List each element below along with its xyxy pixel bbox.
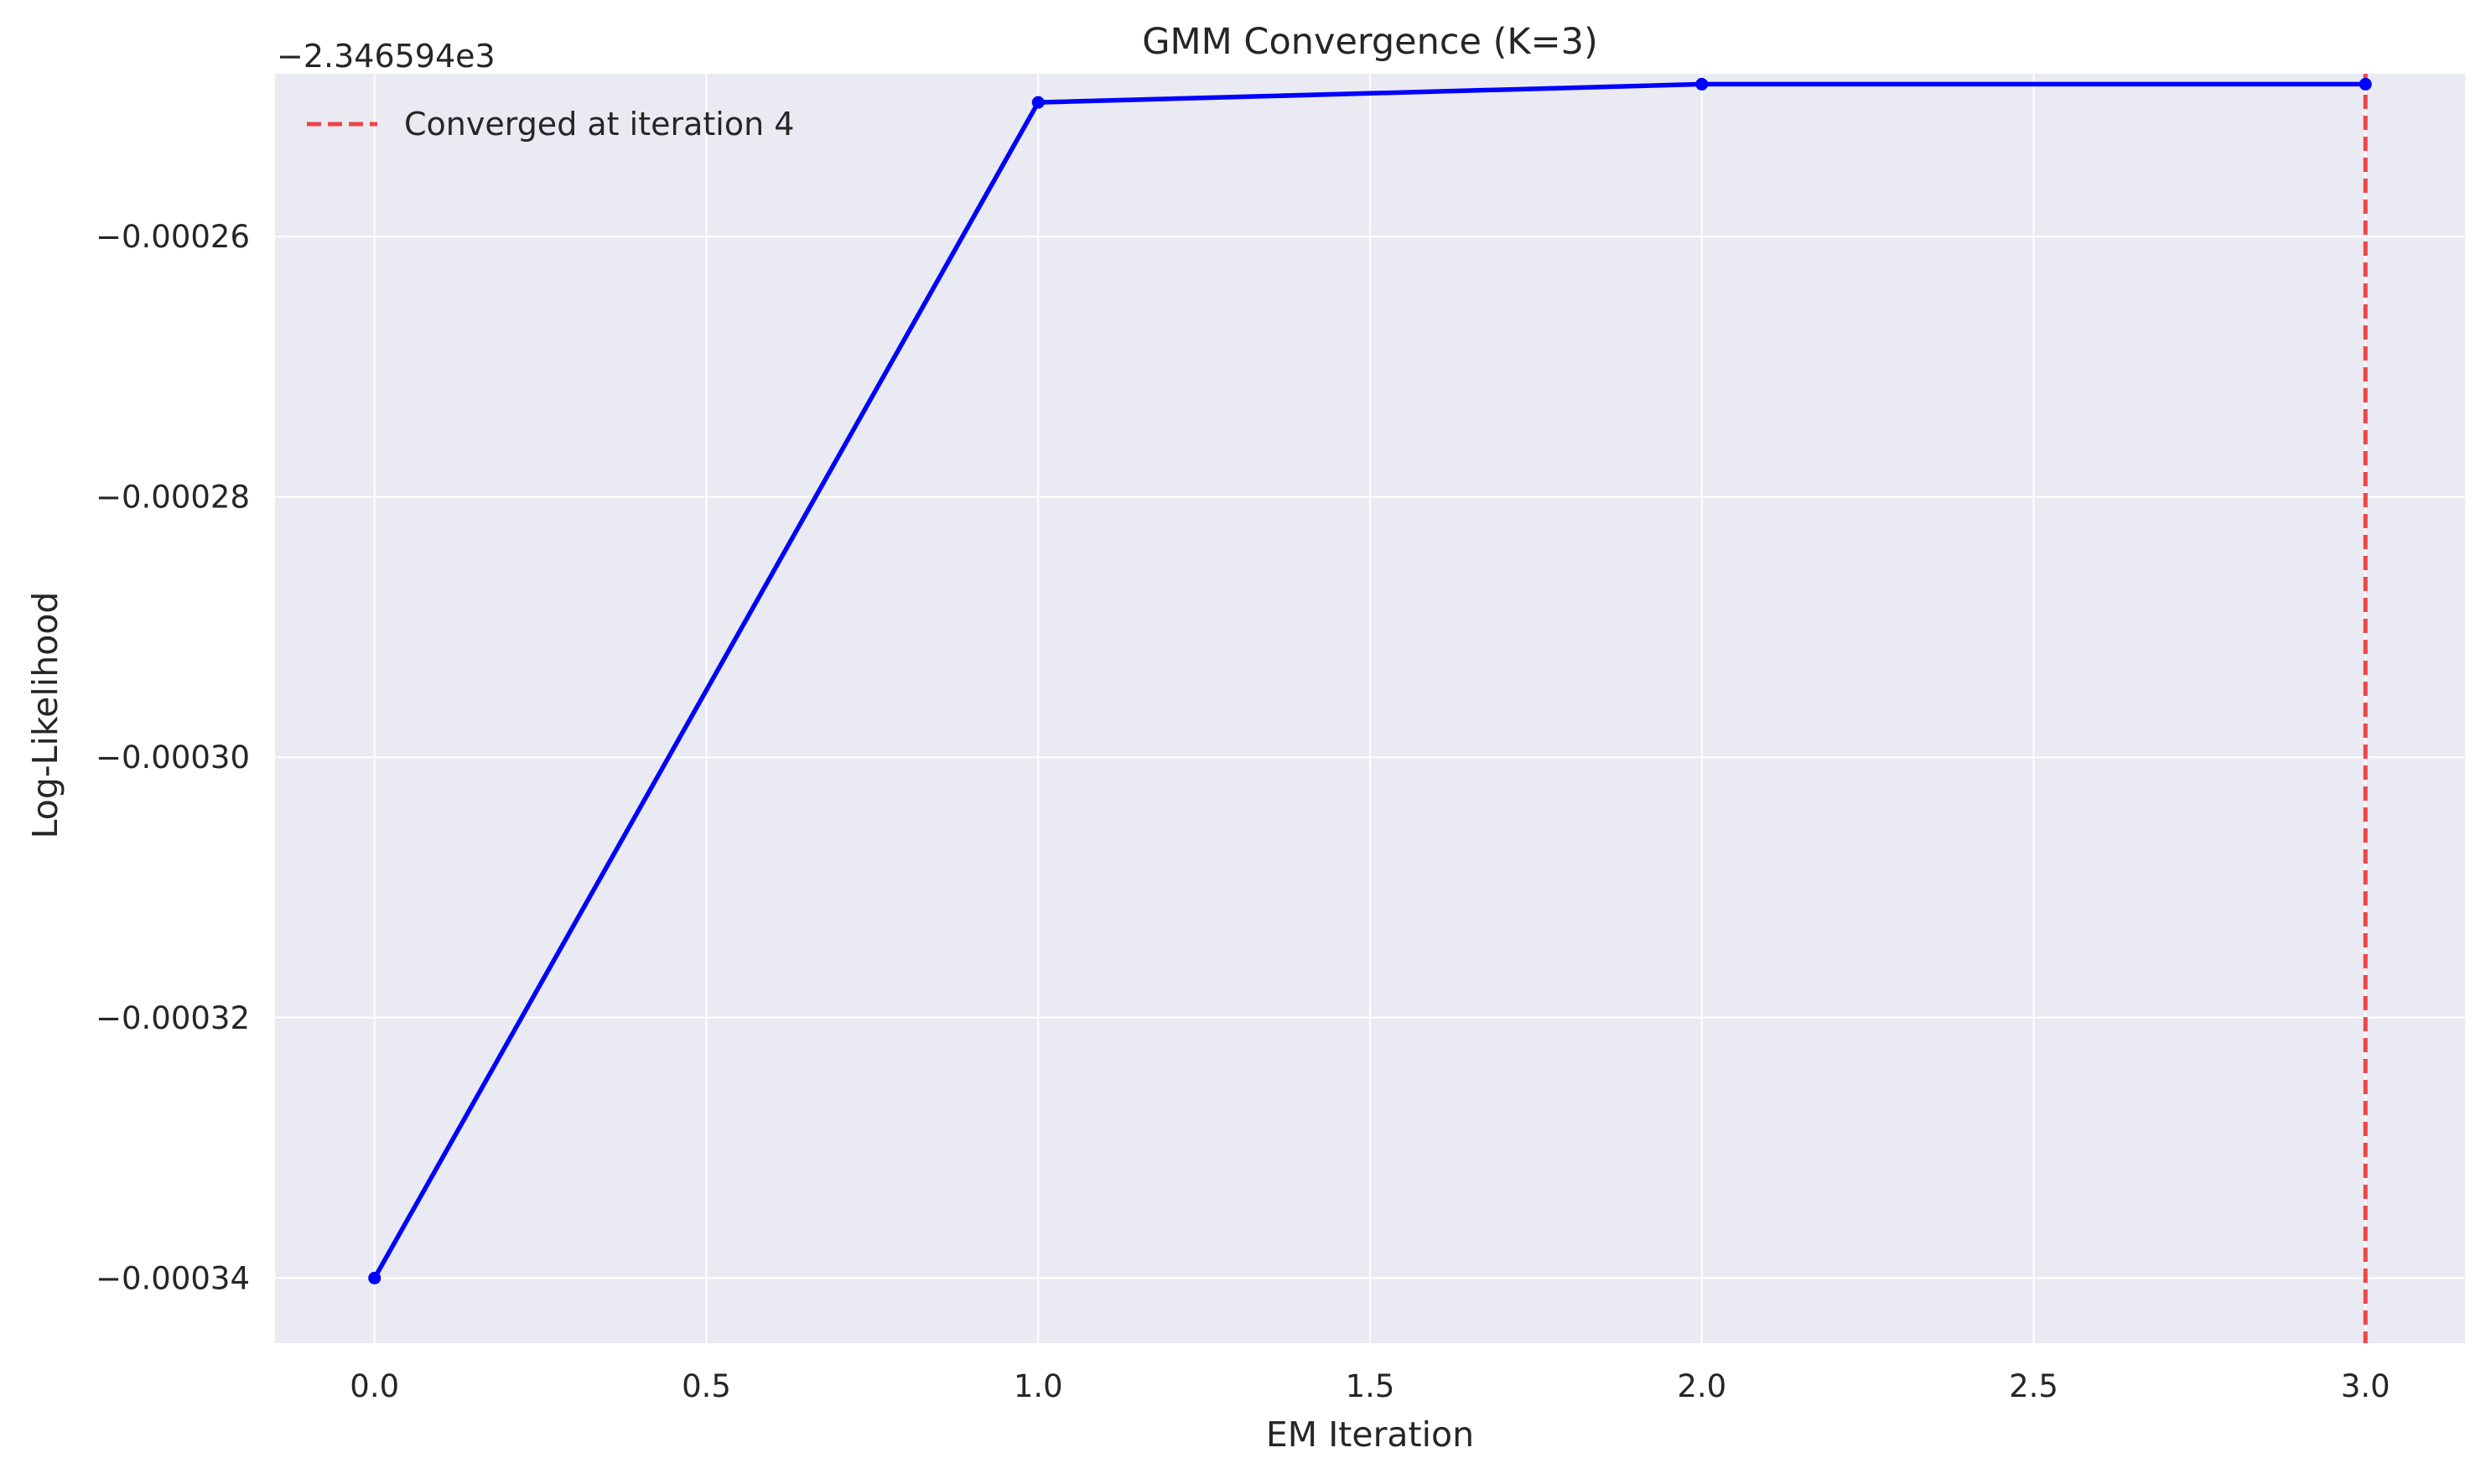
y-axis-ticks: −0.00026 −0.00028 −0.00030 −0.00032 −0.00034 (96, 219, 250, 1296)
series-line (371, 81, 2369, 1281)
x-tick-label: 2.0 (1677, 1368, 1726, 1404)
x-tick-label: 1.5 (1346, 1368, 1395, 1404)
y-tick-label: −0.00034 (96, 1260, 250, 1296)
y-tick-label: −0.00032 (96, 1000, 250, 1036)
y-tick-label: −0.00026 (96, 219, 250, 255)
x-tick-label: 2.5 (2009, 1368, 2058, 1404)
y-tick-label: −0.00030 (96, 739, 250, 776)
data-point (1031, 96, 1045, 109)
legend-label-converged: Converged at iteration 4 (404, 106, 794, 143)
chart-title: GMM Convergence (K=3) (1142, 21, 1598, 63)
x-tick-label: 0.0 (350, 1368, 399, 1404)
data-point (1695, 77, 1709, 91)
y-axis-label: Log-Likelihood (25, 592, 65, 839)
x-tick-label: 0.5 (682, 1368, 731, 1404)
x-tick-label: 3.0 (2341, 1368, 2390, 1404)
series (368, 77, 2372, 1284)
grid (275, 74, 2465, 1343)
x-axis-ticks: 0.0 0.5 1.0 1.5 2.0 2.5 3.0 (350, 1368, 2390, 1404)
x-axis-label: EM Iteration (1266, 1414, 1474, 1455)
legend: Converged at iteration 4 (307, 106, 794, 143)
data-point (368, 1271, 381, 1284)
y-axis-offset-label: −2.346594e3 (277, 38, 496, 75)
data-point (2359, 77, 2372, 91)
x-tick-label: 1.0 (1014, 1368, 1063, 1404)
y-tick-label: −0.00028 (96, 480, 250, 516)
